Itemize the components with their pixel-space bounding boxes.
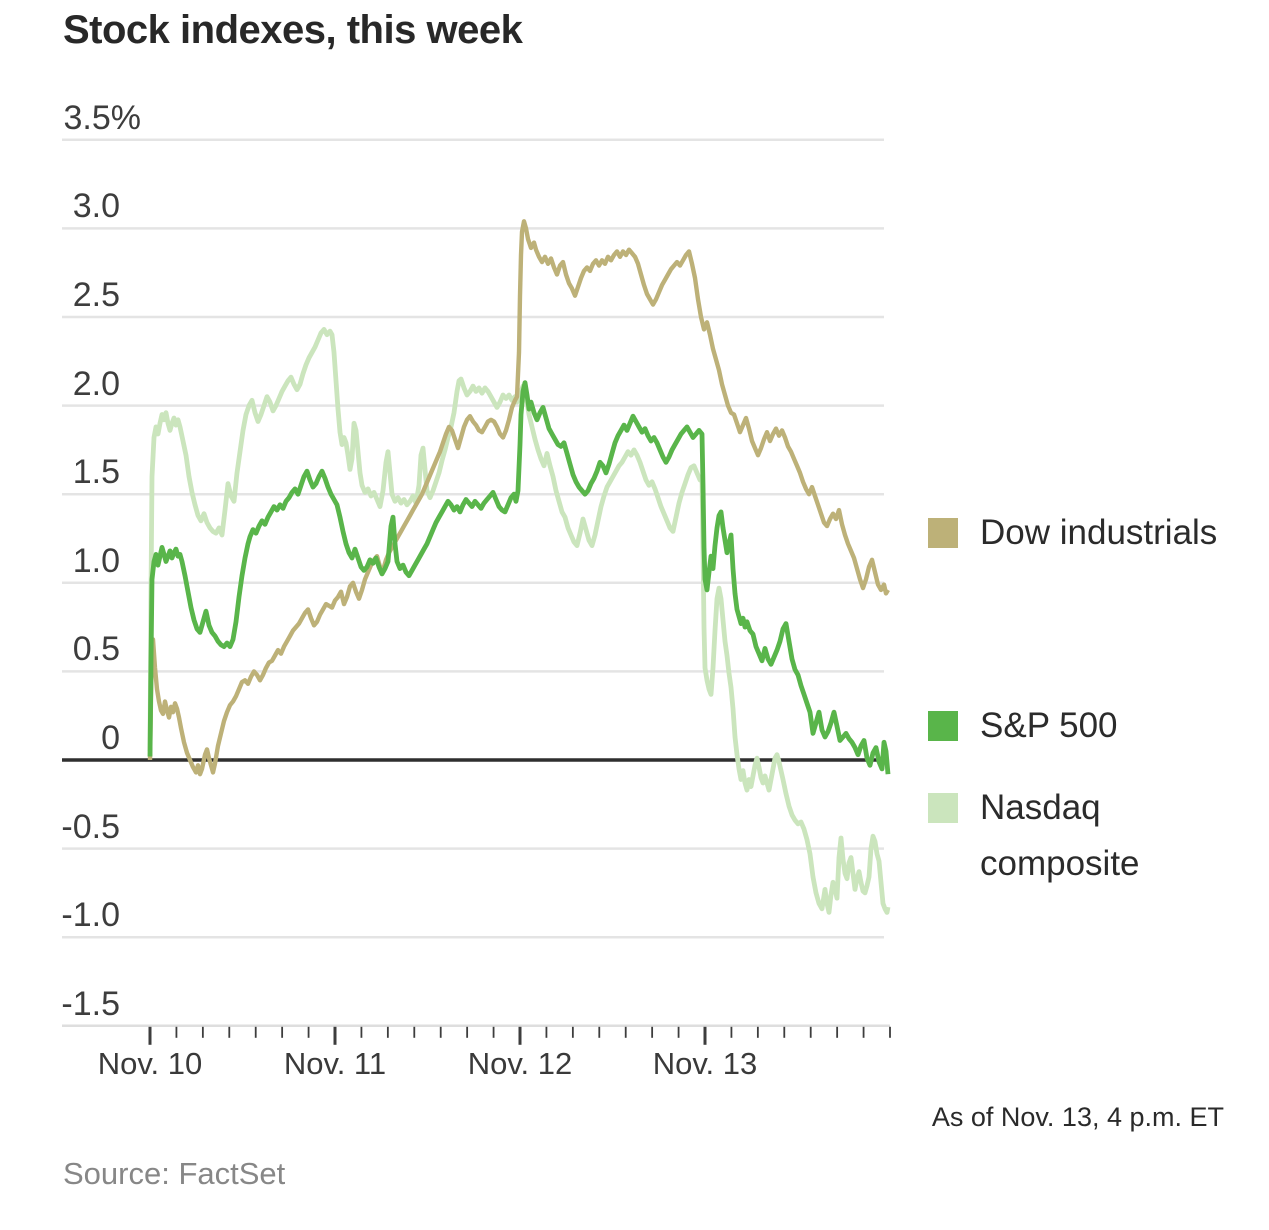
legend-item-s-p-500: S&P 500 <box>928 698 1220 754</box>
y-axis-label: 0 <box>101 719 120 757</box>
legend-swatch <box>928 793 958 823</box>
y-axis-label: -1.5 <box>61 984 120 1023</box>
y-axis-label: 3.0 <box>72 187 120 226</box>
x-axis-label: Nov. 10 <box>97 1046 203 1081</box>
y-axis-label: 2.5 <box>72 276 120 314</box>
legend-swatch <box>928 518 958 548</box>
y-axis-label: -0.5 <box>61 807 120 846</box>
y-axis-label: 0.5 <box>72 630 120 669</box>
y-axis-label: 1.0 <box>72 541 120 580</box>
y-axis-label: 1.5 <box>72 453 120 492</box>
y-axis-label: 2.0 <box>72 364 120 403</box>
legend-swatch <box>928 711 958 741</box>
as-of-note: As of Nov. 13, 4 p.m. ET <box>931 1102 1224 1132</box>
y-axis-label: -1.0 <box>61 896 120 935</box>
legend-label: Nasdaq composite <box>980 788 1140 883</box>
series-line-s-p-500 <box>147 380 891 775</box>
y-axis-label: 3.5% <box>63 98 142 137</box>
series-line-nasdaq-composite <box>147 327 891 915</box>
legend-item-dow-industrials: Dow industrials <box>928 505 1220 561</box>
x-axis-label: Nov. 12 <box>467 1046 573 1081</box>
chart-title: Stock indexes, this week <box>63 8 523 52</box>
legend-item-nasdaq-composite: Nasdaq composite <box>928 780 1220 892</box>
x-axis-label: Nov. 13 <box>652 1046 758 1081</box>
x-axis-label: Nov. 11 <box>283 1046 387 1081</box>
legend-label: Dow industrials <box>980 513 1218 552</box>
series-line-dow-industrials <box>147 219 890 777</box>
source-note: Source: FactSet <box>63 1156 286 1191</box>
legend-label: S&P 500 <box>980 706 1118 745</box>
